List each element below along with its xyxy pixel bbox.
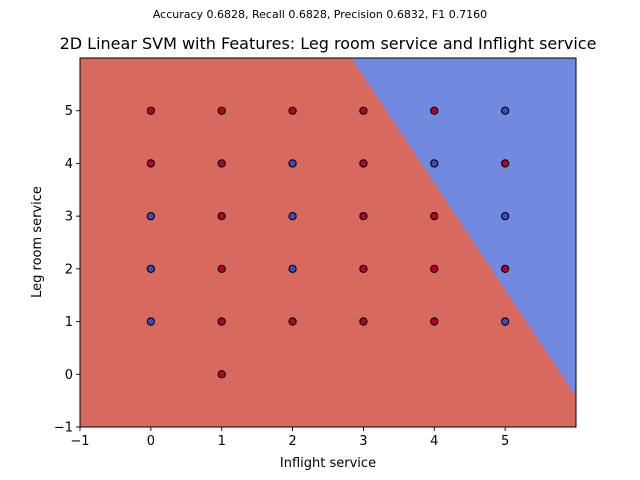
y-tick-label-3: 3 [65,210,73,225]
data-point-28 [500,211,510,221]
data-point-5 [217,106,226,115]
data-point-21 [430,106,439,115]
x-axis-label: Inflight service [280,456,376,471]
data-point-2 [146,211,156,221]
data-point-30 [500,317,510,326]
data-point-11 [288,106,297,115]
data-point-18 [359,211,368,221]
data-point-22 [430,159,439,168]
data-point-14 [288,264,297,274]
data-point-12 [288,159,297,168]
y-tick-label-4: 4 [65,157,73,172]
x-tick-label-2: 2 [288,434,296,449]
x-tick-label--1: −1 [70,434,89,449]
plot-frame [79,57,577,428]
data-point-17 [359,159,368,168]
x-tick-label-3: 3 [359,434,367,449]
data-point-7 [217,211,226,221]
plot-area [80,58,576,427]
data-point-9 [217,317,226,326]
data-point-0 [146,106,156,115]
data-point-19 [359,264,368,274]
data-point-1 [146,159,156,168]
data-point-27 [500,159,510,168]
y-tick-label-5: 5 [65,104,73,119]
axes: −1 0 1 2 3 4 5 −1 0 1 2 3 4 5 [54,57,577,449]
x-tick-label-1: 1 [218,434,226,449]
data-point-24 [430,264,439,274]
data-point-15 [288,317,297,326]
data-point-6 [217,159,226,168]
data-point-29 [500,264,510,274]
x-tick-label-4: 4 [430,434,438,449]
y-tick-label-1: 1 [65,315,73,330]
data-point-4 [146,317,156,326]
chart-title: 2D Linear SVM with Features: Leg room se… [60,34,597,53]
chart-suptitle: Accuracy 0.6828, Recall 0.6828, Precisio… [153,8,487,21]
data-point-3 [146,264,156,274]
data-point-10 [217,370,226,379]
data-point-23 [430,211,439,221]
region-class-1 [351,58,576,397]
y-tick-label-0: 0 [65,368,73,383]
data-point-26 [500,106,510,115]
data-point-20 [359,317,368,326]
data-points [146,106,510,379]
data-point-25 [430,317,439,326]
data-point-8 [217,264,226,274]
data-point-13 [288,211,297,221]
y-axis-label: Leg room service [30,186,45,298]
y-tick-label--1: −1 [54,421,73,436]
x-tick-label-5: 5 [501,434,509,449]
y-tick-label-2: 2 [65,262,73,277]
x-tick-label-0: 0 [147,434,155,449]
data-point-16 [359,106,368,115]
